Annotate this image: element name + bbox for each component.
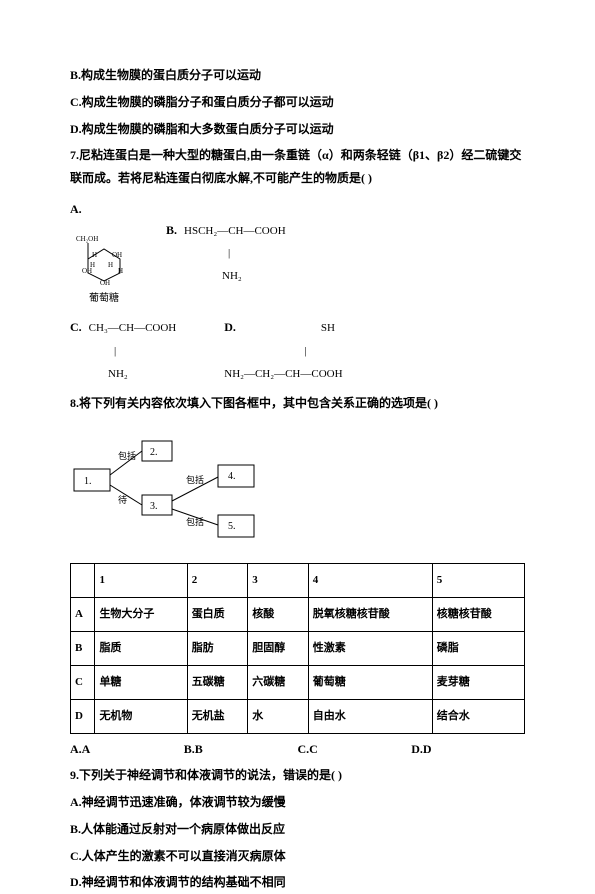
statement-d: D.构成生物膜的磷脂和大多数蛋白质分子可以运动 xyxy=(70,118,525,141)
q9-d: D.神经调节和体液调节的结构基础不相同 xyxy=(70,871,525,894)
q7-c-label: C. xyxy=(70,320,82,334)
ans-c: C.C xyxy=(298,738,412,761)
q7-d-formula: SH | NH₂—CH₂—CH—COOH xyxy=(224,322,342,380)
table-row: C单糖五碳糖六碳糖葡萄糖麦芽糖 xyxy=(71,665,525,699)
flow-n4: 4. xyxy=(228,471,236,482)
th-3: 3 xyxy=(248,564,309,598)
glucose-icon: CH₂OH H OH OH H OH H H xyxy=(70,221,138,289)
th-0 xyxy=(71,564,95,598)
question-9: 9.下列关于神经调节和体液调节的说法，错误的是( ) xyxy=(70,764,525,787)
q7-a-caption: 葡萄糖 xyxy=(70,289,138,308)
q7-row-ab: A. CH₂OH H OH OH H OH H H 葡萄糖 B. HSCH₂—C… xyxy=(70,198,525,308)
q9-b: B.人体能通过反射对一个病原体做出反应 xyxy=(70,818,525,841)
statement-b: B.构成生物膜的蛋白质分子可以运动 xyxy=(70,64,525,87)
flow-e3a: 包括 xyxy=(186,474,204,485)
th-1: 1 xyxy=(95,564,187,598)
svg-text:OH: OH xyxy=(100,279,110,287)
svg-text:CH₂OH: CH₂OH xyxy=(76,235,98,243)
q7-row-cd: C. CH₃—CH—COOH | NH₂ D. SH | NH₂—CH₂—CH—… xyxy=(70,316,525,385)
flow-n2: 2. xyxy=(150,447,158,458)
q7-d-label: D. xyxy=(224,320,236,334)
question-7: 7.尼粘连蛋白是一种大型的糖蛋白,由一条重链（α）和两条轻链（β1、β2）经二硫… xyxy=(70,144,525,190)
flow-n1: 1. xyxy=(84,476,92,487)
svg-text:OH: OH xyxy=(112,251,122,259)
q9-a: A.神经调节迅速准确，体液调节较为缓慢 xyxy=(70,791,525,814)
flow-e3b: 包括 xyxy=(186,516,204,527)
ans-a: A.A xyxy=(70,738,184,761)
th-5: 5 xyxy=(432,564,524,598)
th-2: 2 xyxy=(187,564,248,598)
flow-n3: 3. xyxy=(150,501,158,512)
flow-n5: 5. xyxy=(228,521,236,532)
q9-c: C.人体产生的激素不可以直接消灭病原体 xyxy=(70,845,525,868)
svg-text:H: H xyxy=(92,251,97,259)
q7-b-label: B. xyxy=(166,223,177,237)
table-header-row: 1 2 3 4 5 xyxy=(71,564,525,598)
th-4: 4 xyxy=(308,564,432,598)
q8-answers: A.A B.B C.C D.D xyxy=(70,738,525,761)
svg-text:H: H xyxy=(90,261,95,269)
options-table: 1 2 3 4 5 A生物大分子蛋白质核酸脱氧核糖核苷酸核糖核苷酸 B脂质脂肪胆… xyxy=(70,563,525,733)
flow-e2: 待 xyxy=(118,494,127,505)
q7-b-formula: HSCH₂—CH—COOH | NH₂ xyxy=(166,225,286,283)
ans-b: B.B xyxy=(184,738,298,761)
statement-c: C.构成生物膜的磷脂分子和蛋白质分子都可以运动 xyxy=(70,91,525,114)
flow-e1: 包括 xyxy=(118,450,136,461)
q7-a-label: A. xyxy=(70,202,82,216)
flow-diagram: 1. 包括 2. 待 3. 包括 4. 包括 5. xyxy=(70,429,350,539)
ans-d: D.D xyxy=(411,738,525,761)
svg-text:H: H xyxy=(108,261,113,269)
q7-c-formula: CH₃—CH—COOH | NH₂ xyxy=(70,322,176,380)
table-row: D无机物无机盐水自由水结合水 xyxy=(71,699,525,733)
table-row: A生物大分子蛋白质核酸脱氧核糖核苷酸核糖核苷酸 xyxy=(71,597,525,631)
question-8: 8.将下列有关内容依次填入下图各框中，其中包含关系正确的选项是( ) xyxy=(70,392,525,415)
table-row: B脂质脂肪胆固醇性激素磷脂 xyxy=(71,631,525,665)
svg-text:H: H xyxy=(118,267,123,275)
